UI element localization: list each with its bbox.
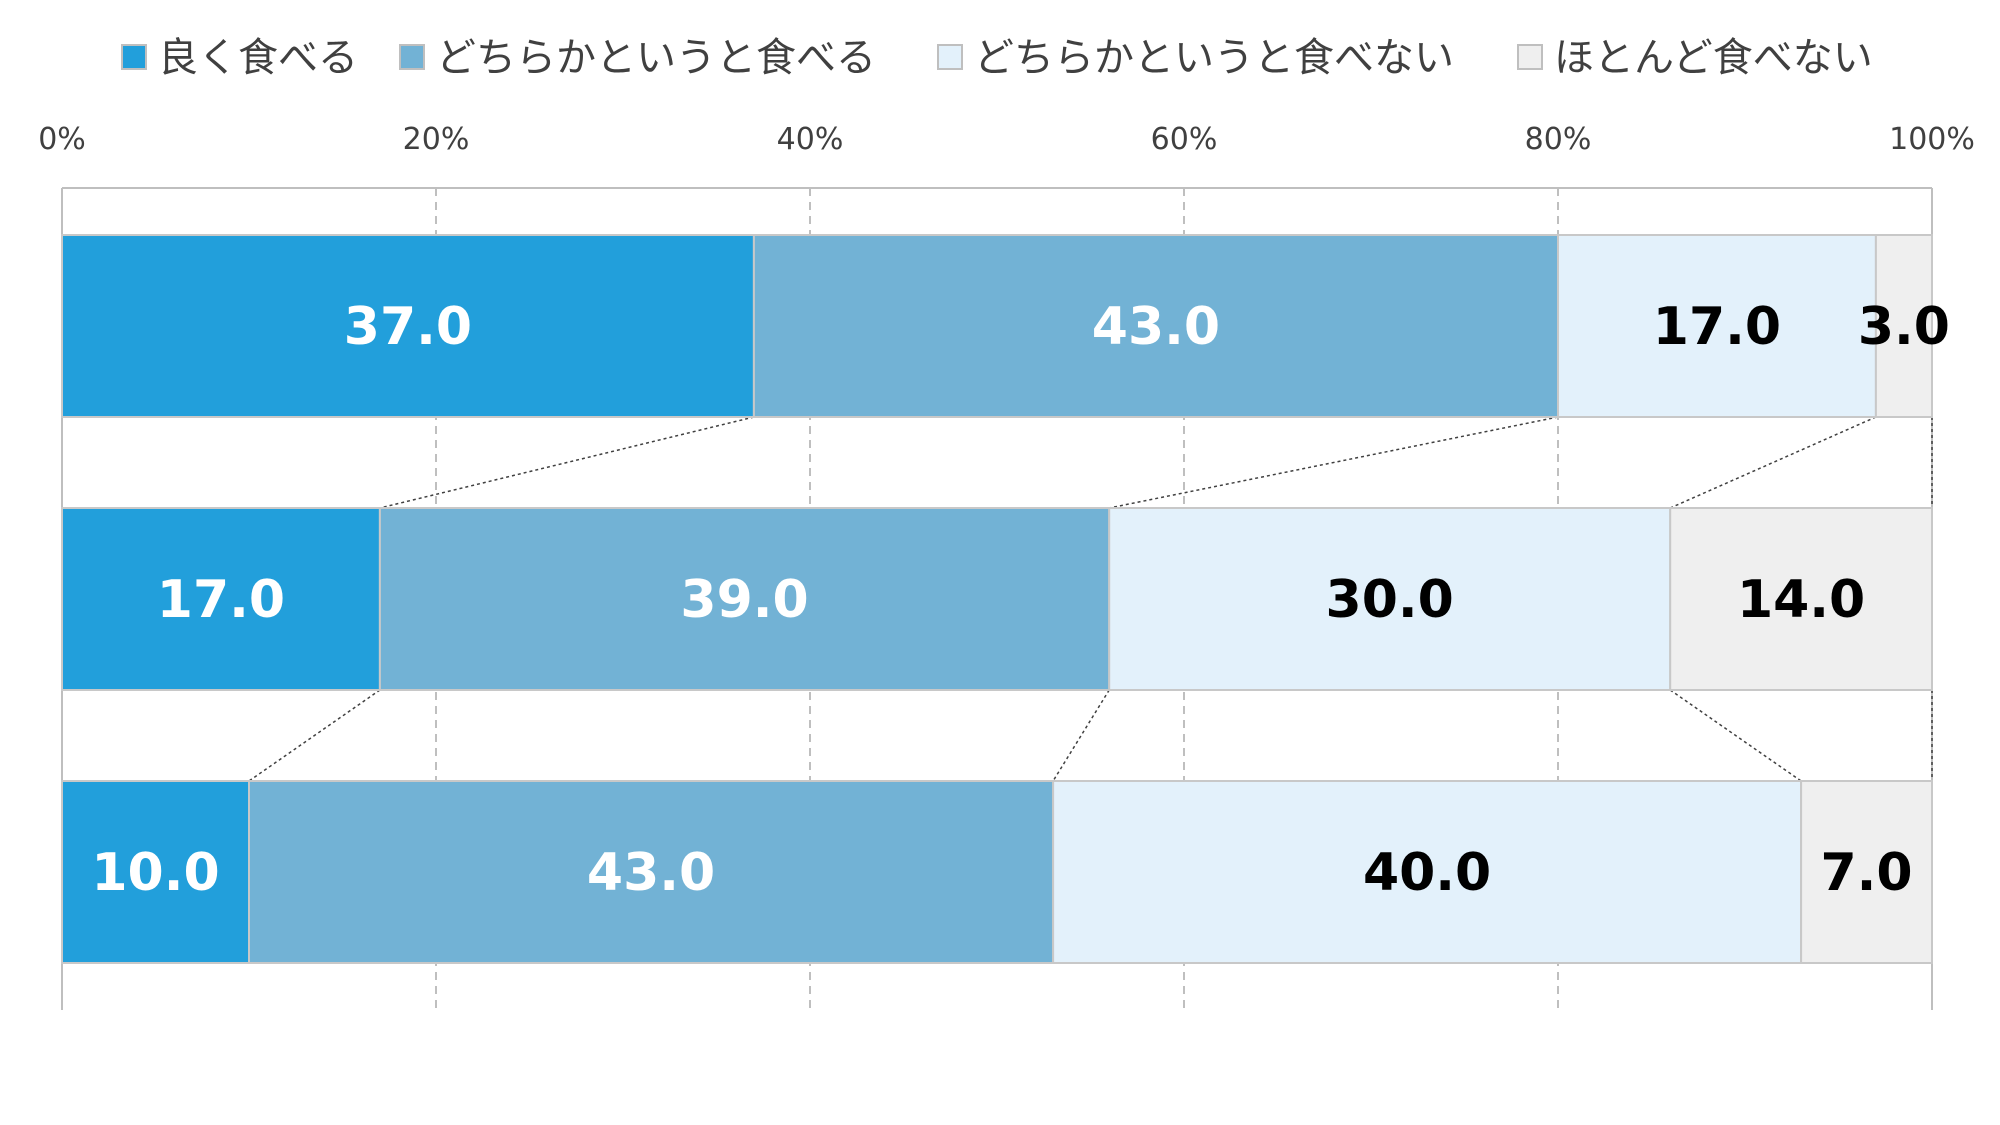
x-tick-label: 20% (403, 122, 470, 157)
bar-segment (378, 507, 1111, 691)
x-tick-label: 100% (1889, 122, 1975, 157)
data-labels: 37.0 43.0 17.0 3.0 17.0 39.0 30.0 14.0 10.0 43.0 4… (91, 297, 1950, 903)
bar-segment (1557, 234, 1877, 418)
data-label: 17.0 (157, 570, 285, 630)
legend-label: どちらかというと食べない (974, 35, 1454, 81)
data-label: 7.0 (1820, 843, 1912, 903)
data-label: 43.0 (1092, 297, 1220, 357)
data-label: 43.0 (587, 843, 715, 903)
bar-segment (61, 780, 250, 964)
x-tick-label: 60% (1151, 122, 1218, 157)
data-label: 30.0 (1326, 570, 1454, 630)
legend-swatch (121, 44, 147, 70)
bar-segment (1052, 780, 1803, 964)
connector-line (1052, 689, 1110, 782)
data-label: 40.0 (1363, 843, 1491, 903)
legend-label: 良く食べる (158, 35, 358, 81)
data-label: 10.0 (91, 843, 219, 903)
connector-line (248, 689, 381, 782)
legend-label: ほとんど食べない (1554, 35, 1873, 81)
data-label: 39.0 (680, 570, 808, 630)
legend: 良く食べる どちらかというと食べる どちらかというと食べない ほとんど食べない (121, 35, 1873, 81)
connector-lines (248, 416, 1933, 782)
connector-line (1109, 416, 1559, 509)
bar-segment (61, 234, 755, 418)
bar-segment (1108, 507, 1672, 691)
data-label: 14.0 (1737, 570, 1865, 630)
bar-segment (1800, 780, 1933, 964)
data-label: 37.0 (344, 297, 472, 357)
x-tick-label: 80% (1525, 122, 1592, 157)
data-label: 17.0 (1653, 297, 1781, 357)
connector-line (379, 416, 755, 509)
legend-label: どちらかというと食べる (436, 35, 876, 81)
legend-swatch (1517, 44, 1543, 70)
legend-swatch (399, 44, 425, 70)
data-label: 3.0 (1858, 297, 1950, 357)
legend-swatch (937, 44, 963, 70)
connector-line (1669, 416, 1877, 509)
connector-line (1669, 689, 1802, 782)
bars (61, 234, 1934, 964)
bar-segment (752, 234, 1559, 418)
x-axis-ticks: 0% 20% 40% 60% 80% 100% (38, 122, 1975, 157)
x-tick-label: 40% (777, 122, 844, 157)
bar-segment (1669, 507, 1933, 691)
x-tick-label: 0% (38, 122, 86, 157)
bar-segment (1874, 234, 1934, 418)
